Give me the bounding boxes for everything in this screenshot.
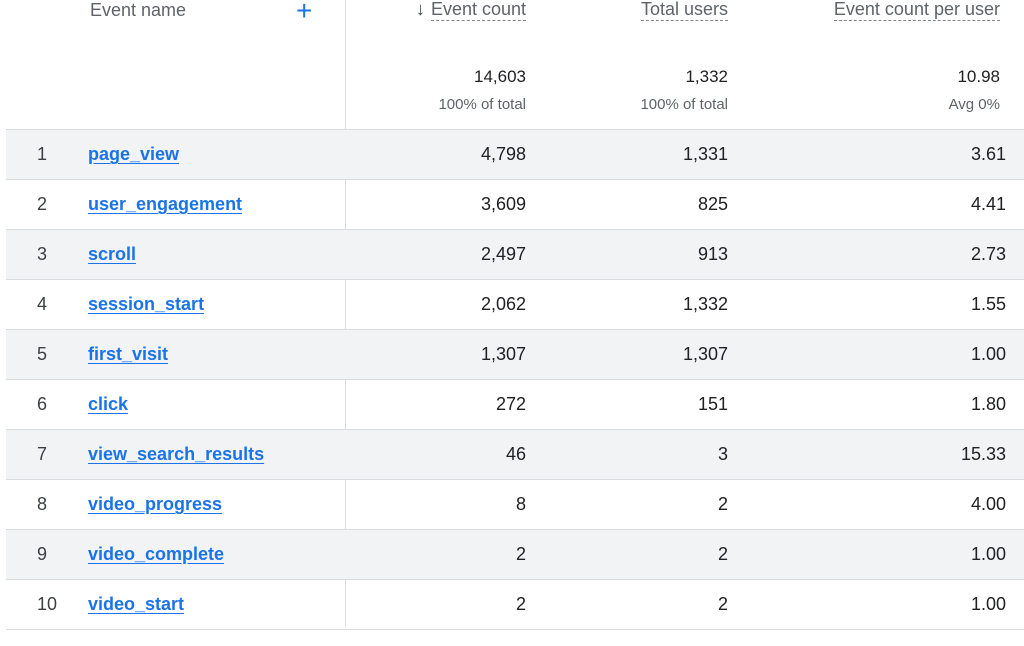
total-per-user-sub: Avg 0% [948, 96, 1000, 113]
event-name-link[interactable]: scroll [88, 244, 137, 264]
per-user-cell: 4.41 [970, 194, 1006, 214]
table-row[interactable]: 10 video_start 2 2 1.00 [6, 579, 1024, 630]
event-name-link[interactable]: first_visit [88, 344, 169, 364]
event-name-cell: video_start [88, 580, 184, 629]
row-index: 10 [37, 594, 58, 614]
event-name-cell: first_visit [88, 330, 168, 379]
table-row[interactable]: 5 first_visit 1,307 1,307 1.00 [6, 329, 1024, 379]
event-name-cell: user_engagement [88, 180, 242, 229]
event-count-cell: 1,307 [480, 344, 526, 364]
table-row[interactable]: 6 click 272 151 1.80 [6, 379, 1024, 429]
event-count-cell: 2,062 [480, 294, 526, 314]
event-name-link[interactable]: video_start [88, 594, 185, 614]
event-name-cell: video_progress [88, 480, 222, 529]
per-user-cell: 1.00 [970, 594, 1006, 614]
total-users-cell: 1,307 [682, 344, 728, 364]
row-index: 4 [37, 294, 48, 314]
table-row[interactable]: 4 session_start 2,062 1,332 1.55 [6, 279, 1024, 329]
column-divider [345, 0, 346, 627]
table-row[interactable]: 8 video_progress 8 2 4.00 [6, 479, 1024, 529]
event-name-link[interactable]: user_engagement [88, 194, 243, 214]
total-users-sub: 100% of total [640, 96, 728, 113]
total-users-cell: 913 [697, 244, 728, 264]
table-row[interactable]: 1 page_view 4,798 1,331 3.61 [6, 129, 1024, 179]
per-user-cell: 3.61 [970, 144, 1006, 164]
total-users-cell: 3 [717, 444, 728, 464]
event-name-cell: session_start [88, 280, 204, 329]
row-index: 1 [37, 144, 48, 164]
row-index: 9 [37, 544, 48, 564]
per-user-cell: 1.55 [970, 294, 1006, 314]
table-body: 1 page_view 4,798 1,331 3.61 2 user_enga… [6, 129, 1024, 630]
row-index: 3 [37, 244, 48, 264]
total-users-cell: 151 [697, 394, 728, 414]
total-users-cell: 2 [717, 544, 728, 564]
row-index: 2 [37, 194, 48, 214]
per-user-cell: 4.00 [970, 494, 1006, 514]
total-per-user-value: 10.98 [957, 67, 1000, 86]
event-name-link[interactable]: click [88, 394, 129, 414]
event-name-link[interactable]: page_view [88, 144, 180, 164]
event-count-cell: 2 [515, 594, 526, 614]
event-name-link[interactable]: session_start [88, 294, 205, 314]
event-count-cell: 3,609 [480, 194, 526, 214]
per-user-cell: 1.00 [970, 544, 1006, 564]
event-count-cell: 46 [505, 444, 526, 464]
per-user-cell: 1.00 [970, 344, 1006, 364]
table-row[interactable]: 7 view_search_results 46 3 15.33 [6, 429, 1024, 479]
event-name-cell: scroll [88, 230, 136, 279]
event-name-cell: view_search_results [88, 430, 264, 479]
event-name-cell: video_complete [88, 530, 224, 579]
total-users-value: 1,332 [685, 67, 728, 86]
row-index: 7 [37, 444, 48, 464]
event-name-link[interactable]: video_complete [88, 544, 225, 564]
total-users-cell: 1,332 [682, 294, 728, 314]
table-row[interactable]: 3 scroll 2,497 913 2.73 [6, 229, 1024, 279]
arrow-down-icon: ↓ [415, 0, 425, 19]
total-event-count: 14,603 100% of total [438, 66, 526, 114]
total-event-count-sub: 100% of total [438, 96, 526, 113]
event-count-cell: 2 [515, 544, 526, 564]
event-name-cell: click [88, 380, 128, 429]
event-count-cell: 4,798 [480, 144, 526, 164]
total-users-cell: 1,331 [682, 144, 728, 164]
event-name-link[interactable]: video_progress [88, 494, 223, 514]
table-row[interactable]: 2 user_engagement 3,609 825 4.41 [6, 179, 1024, 229]
total-per-user: 10.98 Avg 0% [949, 66, 1000, 114]
total-users-cell: 2 [717, 494, 728, 514]
event-count-cell: 8 [515, 494, 526, 514]
per-user-cell: 1.80 [970, 394, 1006, 414]
event-count-cell: 2,497 [480, 244, 526, 264]
total-users: 1,332 100% of total [640, 66, 728, 114]
total-event-count-value: 14,603 [474, 67, 526, 86]
total-users-cell: 2 [717, 594, 728, 614]
header-event-count-label: Event count [430, 0, 526, 21]
header-per-user-label: Event count per user [833, 0, 1000, 21]
event-name-link[interactable]: view_search_results [88, 444, 265, 464]
per-user-cell: 2.73 [970, 244, 1006, 264]
event-count-cell: 272 [495, 394, 526, 414]
event-name-cell: page_view [88, 130, 179, 179]
table-row[interactable]: 9 video_complete 2 2 1.00 [6, 529, 1024, 579]
row-index: 8 [37, 494, 48, 514]
header-event-count[interactable]: ↓ Event count [416, 0, 526, 21]
total-users-cell: 825 [697, 194, 728, 214]
header-total-users-label: Total users [640, 0, 728, 21]
add-dimension-button[interactable]: + [296, 0, 313, 26]
per-user-cell: 15.33 [960, 444, 1006, 464]
header-total-users[interactable]: Total users [640, 0, 728, 21]
row-index: 6 [37, 394, 48, 414]
header-event-count-per-user[interactable]: Event count per user [833, 0, 1000, 21]
header-event-name[interactable]: Event name [90, 0, 187, 20]
row-index: 5 [37, 344, 48, 364]
